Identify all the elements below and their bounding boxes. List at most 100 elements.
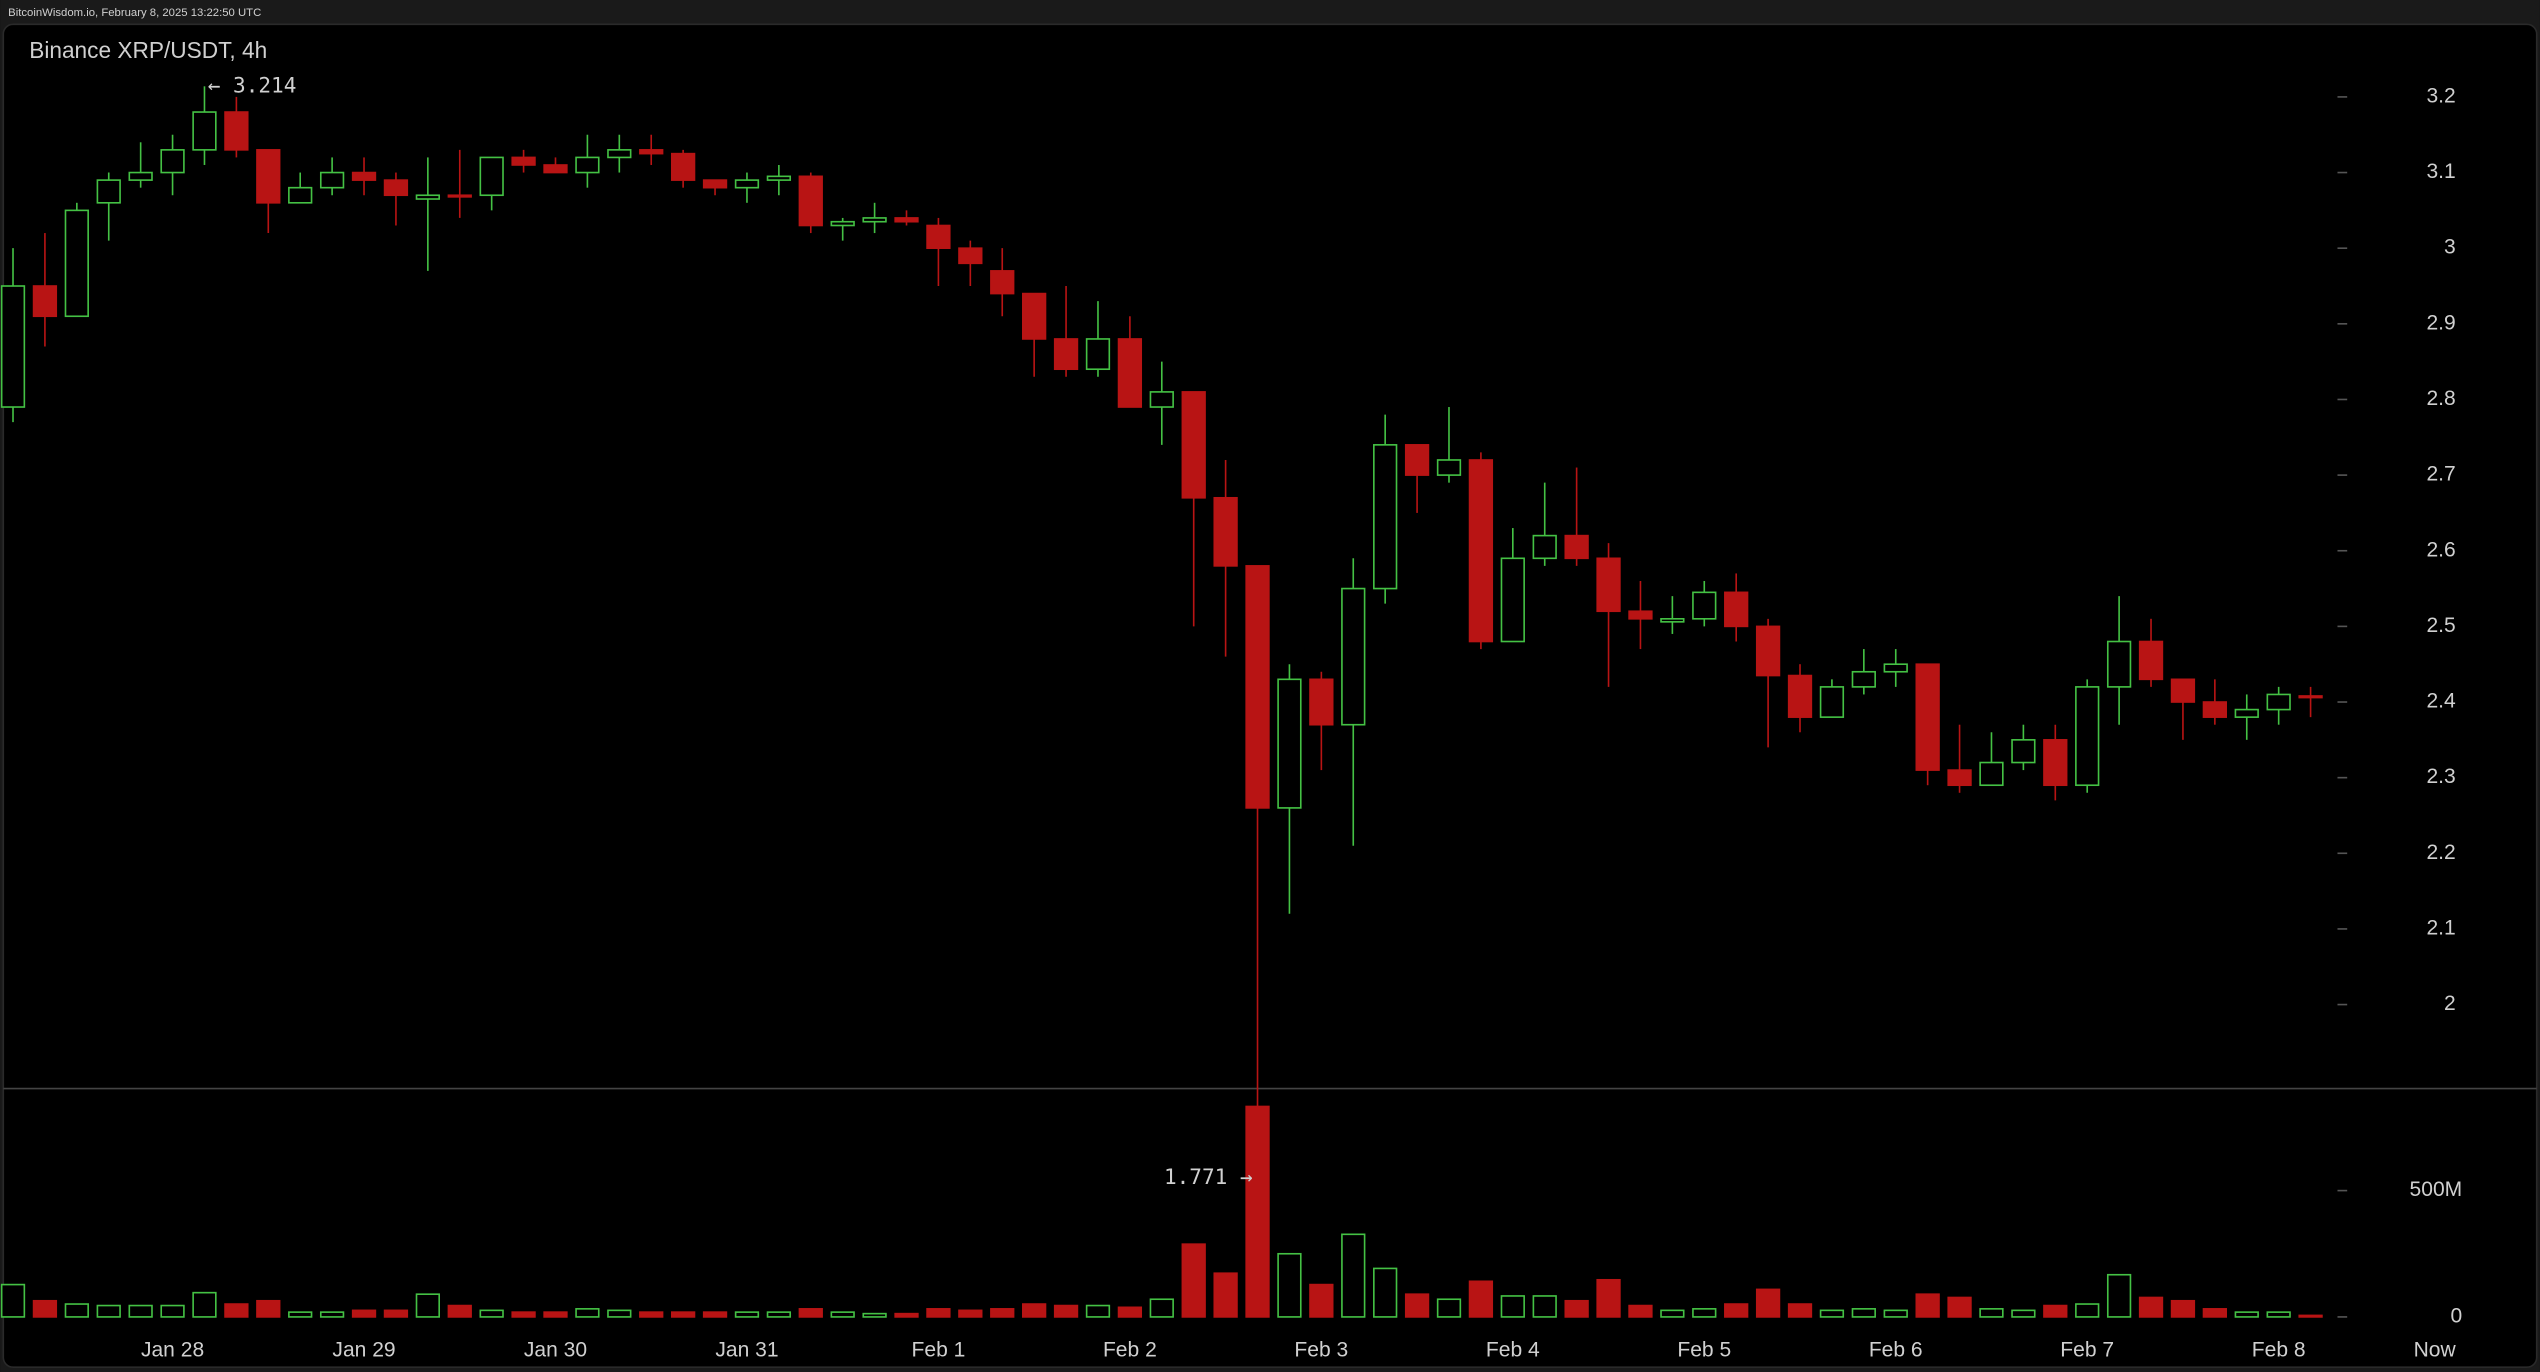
candle-body — [0, 285, 26, 408]
now-label: Now — [2414, 1339, 2457, 1362]
x-tick-label: Feb 1 — [912, 1339, 966, 1362]
candle-body — [1436, 459, 1462, 476]
candle-body — [1947, 769, 1972, 787]
volume-bar — [1979, 1308, 2004, 1318]
volume-bar — [2202, 1308, 2227, 1318]
volume-bar — [862, 1312, 887, 1318]
candle-body — [64, 209, 89, 318]
candle-body — [2075, 686, 2100, 787]
volume-bar — [1022, 1303, 1047, 1318]
volume-bar — [2043, 1304, 2068, 1318]
volume-bar — [734, 1311, 760, 1318]
volume-bar — [96, 1304, 121, 1318]
candle-body — [319, 171, 345, 189]
y-tick-label: 2.9 — [2426, 311, 2455, 334]
volume-bar — [1373, 1267, 1398, 1318]
x-tick-label: Feb 4 — [1486, 1339, 1540, 1362]
y-tick-label: 3.2 — [2426, 84, 2455, 107]
candle-body — [1022, 292, 1047, 340]
candle-body — [926, 224, 951, 249]
y-tick-label: 2.7 — [2426, 463, 2455, 486]
x-tick-label: Feb 5 — [1677, 1339, 1731, 1362]
candle-body — [511, 156, 536, 166]
volume-bar — [383, 1309, 409, 1318]
volume-bar — [351, 1309, 377, 1318]
volume-bar — [128, 1304, 153, 1318]
candle-body — [734, 179, 760, 189]
volume-tick-label: 500M — [2410, 1178, 2463, 1201]
candle-body — [1564, 534, 1589, 560]
candle-body — [2234, 708, 2259, 718]
candle-body — [1500, 557, 1525, 643]
volume-bar — [1117, 1306, 1143, 1318]
candle-body — [1915, 663, 1940, 771]
candle-body — [1787, 674, 1813, 718]
volume-bar — [1628, 1304, 1653, 1318]
volume-bar — [766, 1311, 792, 1318]
candle-body — [1851, 670, 1876, 688]
y-tick-label: 3.1 — [2426, 160, 2455, 183]
volume-bar — [2075, 1303, 2100, 1318]
candle-body — [1596, 557, 1621, 613]
volume-bar — [479, 1309, 504, 1318]
volume-bar — [0, 1283, 26, 1318]
y-tick-label: 3 — [2444, 236, 2456, 259]
volume-bar — [288, 1311, 313, 1318]
volume-bar — [1404, 1293, 1430, 1318]
candle-body — [128, 171, 153, 181]
volume-bar — [543, 1311, 568, 1318]
candle-body — [1181, 391, 1206, 499]
candle-body — [2170, 678, 2196, 703]
volume-bar — [1883, 1309, 1908, 1318]
volume-bar — [64, 1303, 89, 1318]
volume-bar — [1468, 1280, 1494, 1318]
chart-title: Binance XRP/USDT, 4h — [29, 37, 267, 63]
volume-bar — [639, 1311, 664, 1318]
candle-body — [766, 175, 792, 181]
volume-bar — [926, 1308, 951, 1318]
candle-body — [575, 156, 600, 174]
candle-body — [192, 111, 217, 151]
candle-body — [1213, 496, 1238, 567]
candle-body — [2298, 695, 2323, 699]
x-tick-label: Jan 31 — [715, 1339, 778, 1362]
volume-bar — [2266, 1311, 2291, 1318]
volume-bar — [2234, 1311, 2259, 1318]
candle-body — [479, 156, 504, 197]
volume-bar — [1724, 1303, 1749, 1318]
volume-bar — [1341, 1233, 1366, 1318]
candle-body — [1404, 444, 1430, 476]
volume-bar — [2298, 1314, 2323, 1318]
candle-body — [160, 149, 185, 174]
volume-bar — [1564, 1299, 1589, 1318]
candle-body — [1724, 591, 1749, 628]
volume-bar — [990, 1308, 1015, 1318]
candle-body — [288, 186, 313, 204]
candle-body — [1149, 391, 1174, 408]
volume-bar — [1819, 1309, 1845, 1318]
volume-bar — [830, 1311, 855, 1318]
volume-bar — [1851, 1308, 1876, 1318]
y-tick-label: 2.6 — [2426, 538, 2455, 561]
candle-body — [1692, 591, 1717, 620]
volume-bar — [607, 1309, 632, 1318]
volume-bar — [192, 1291, 217, 1318]
volume-bar — [1309, 1283, 1334, 1318]
candle-body — [1660, 618, 1685, 623]
volume-bar — [1436, 1298, 1462, 1318]
x-tick-label: Feb 2 — [1103, 1339, 1157, 1362]
candle-body — [1341, 587, 1366, 726]
candle-body — [1373, 444, 1398, 590]
volume-bar — [319, 1311, 345, 1318]
candle-body — [543, 164, 568, 174]
candle-body — [1819, 686, 1845, 718]
candle-body — [639, 149, 664, 155]
candle-body — [415, 194, 440, 200]
candle-body — [2011, 739, 2036, 764]
candle-body — [670, 152, 696, 181]
volume-bar — [2170, 1299, 2196, 1318]
volume-bar — [2106, 1273, 2132, 1318]
chart-frame — [2, 23, 2538, 1368]
